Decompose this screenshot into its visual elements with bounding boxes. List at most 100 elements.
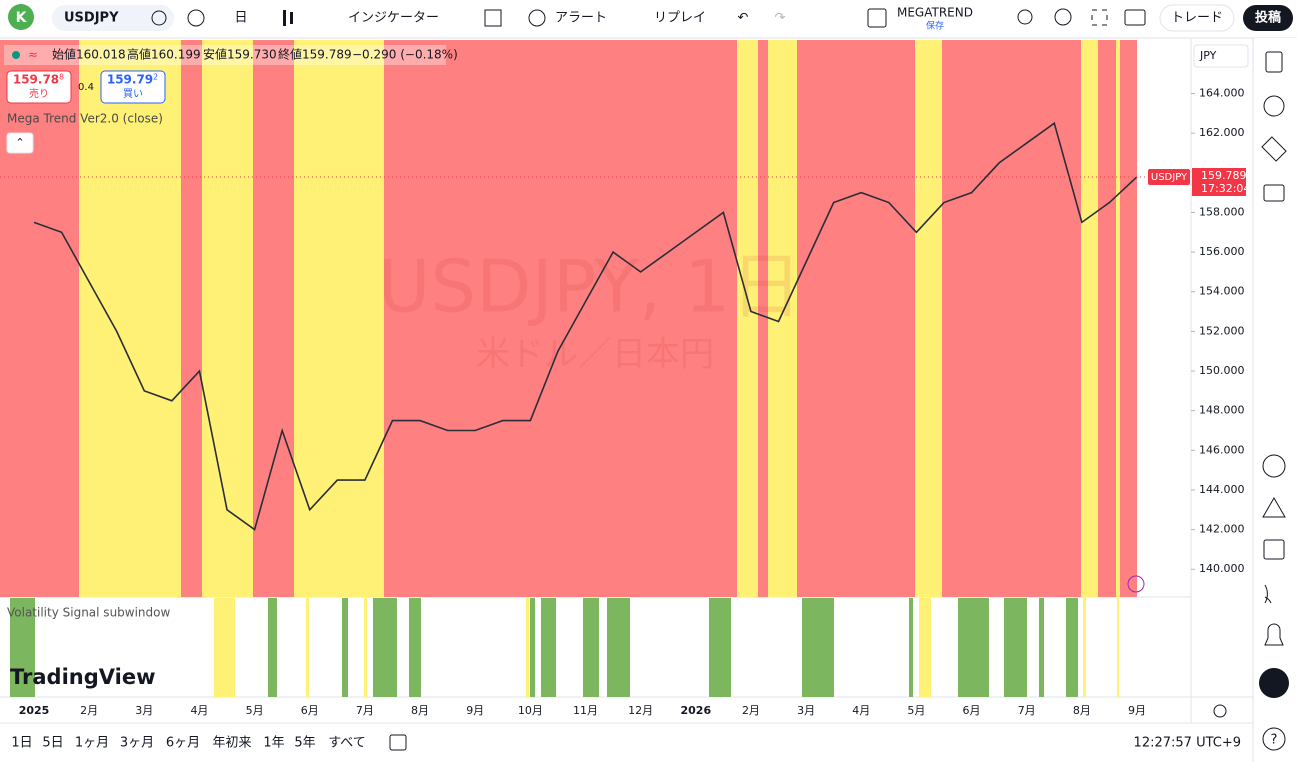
symbol: USDJPY — [64, 11, 119, 26]
x-tick-label: 4月 — [852, 704, 870, 717]
y-tick-label: 148.000 — [1199, 404, 1245, 417]
snapshot-icon[interactable] — [1124, 9, 1146, 26]
symbol-search[interactable] — [52, 5, 174, 31]
range-button[interactable]: すべて — [328, 736, 366, 751]
legend-icon: ≈ — [28, 48, 38, 62]
x-tick-label: 2月 — [80, 704, 98, 717]
layout-icon[interactable] — [867, 8, 887, 28]
fullscreen-icon[interactable] — [1091, 9, 1108, 26]
interval[interactable]: 日 — [234, 11, 247, 26]
sub-green — [541, 598, 556, 697]
watermark-title: USDJPY, 1日 — [378, 245, 802, 329]
band-yellow — [294, 40, 384, 597]
sub-yellow — [306, 598, 309, 697]
price-tag — [1192, 167, 1246, 196]
x-tick-label: 6月 — [301, 704, 319, 717]
subwindow-bars — [10, 598, 1119, 697]
right-sidebar — [1253, 38, 1297, 762]
sub-green — [583, 598, 599, 697]
alert[interactable]: アラート — [555, 11, 607, 26]
buy: 買い — [123, 88, 143, 100]
buy-price-sup: 2 — [153, 73, 158, 82]
alerts-icon[interactable] — [1263, 95, 1285, 117]
undo[interactable]: ↶ — [738, 11, 749, 26]
range-button[interactable]: 3ヶ月 — [120, 736, 154, 751]
x-tick-label: 6月 — [963, 704, 981, 717]
sell: 売り — [29, 87, 49, 100]
radar-icon[interactable] — [1262, 454, 1286, 478]
x-tick-label: 8月 — [411, 704, 429, 717]
x-tick-label: 12月 — [628, 704, 653, 717]
add-icon[interactable] — [187, 9, 205, 27]
x-tick-label: 4月 — [190, 704, 208, 717]
templates-icon[interactable] — [484, 9, 502, 27]
range-button[interactable]: 1年 — [263, 736, 284, 751]
sub-green — [958, 598, 989, 697]
currency-select[interactable] — [1193, 44, 1249, 68]
sub-green — [1066, 598, 1078, 697]
range-button[interactable]: 年初来 — [212, 736, 251, 751]
indicators[interactable]: インジケーター — [348, 11, 439, 26]
watermark-subtitle: 米ドル／日本円 — [476, 335, 714, 375]
x-tick-label: 7月 — [1018, 704, 1036, 717]
sell-button[interactable] — [6, 70, 72, 104]
y-tick-label: 150.000 — [1199, 364, 1245, 377]
x-tick-label: 3月 — [797, 704, 815, 717]
help-icon[interactable] — [1262, 727, 1286, 751]
layout-name[interactable]: MEGATREND — [897, 6, 973, 20]
watchlist-icon[interactable] — [1265, 51, 1283, 73]
alert-icon[interactable] — [528, 9, 546, 27]
sub-green — [1039, 598, 1044, 697]
band-yellow — [737, 40, 758, 597]
legend-high: 高値160.199 — [127, 47, 201, 62]
calendar-icon[interactable] — [1263, 539, 1285, 560]
chat-icon[interactable] — [1263, 184, 1285, 202]
symbol-tag-text: USDJPY — [1151, 172, 1188, 183]
sub-yellow — [919, 598, 931, 697]
clock[interactable]: 12:27:57 UTC+9 — [1134, 736, 1241, 751]
save[interactable]: 保存 — [926, 20, 944, 32]
sub-green — [1004, 598, 1027, 697]
settings-icon[interactable] — [1054, 8, 1072, 26]
redo[interactable]: ↷ — [775, 11, 787, 26]
market-status — [12, 51, 20, 59]
layers-icon[interactable] — [1261, 136, 1287, 162]
sell-price: 159.78 — [13, 73, 59, 87]
chart-type-icon[interactable] — [290, 12, 293, 24]
x-tick-label: 5月 — [907, 704, 925, 717]
range-button[interactable]: 1ヶ月 — [75, 736, 109, 751]
x-tick-label: 2月 — [742, 704, 760, 717]
more-apps[interactable] — [1259, 668, 1289, 698]
chart-type-icon[interactable] — [283, 10, 286, 26]
notifications-icon[interactable] — [1264, 623, 1284, 646]
buy-button[interactable] — [100, 70, 166, 104]
countdown: 17:32:04 — [1201, 182, 1250, 195]
search-icon[interactable] — [1017, 9, 1033, 25]
sub-green — [373, 598, 397, 697]
y-tick-label: 144.000 — [1199, 483, 1245, 496]
band-yellow — [768, 40, 797, 597]
goto-date-icon[interactable] — [389, 734, 407, 751]
range-button[interactable]: 6ヶ月 — [166, 736, 200, 751]
collapse-button[interactable] — [6, 132, 34, 154]
publish-button[interactable] — [1243, 5, 1293, 31]
x-tick-label: 2025 — [19, 704, 50, 717]
x-tick-label: 5月 — [246, 704, 264, 717]
range-button[interactable]: 5年 — [294, 736, 315, 751]
avatar[interactable] — [8, 4, 34, 30]
legend-change: −0.290 (−0.18%) — [352, 48, 458, 62]
feed-icon[interactable] — [1264, 584, 1272, 604]
range-button[interactable]: 1日 — [11, 736, 32, 751]
last-price: 159.789 — [1201, 169, 1247, 182]
compare-icon[interactable] — [151, 10, 167, 26]
axis-settings[interactable] — [1213, 704, 1227, 718]
range-button[interactable]: 5日 — [42, 736, 63, 751]
ideas-icon[interactable] — [1262, 497, 1286, 518]
legend-close: 終値159.789 — [278, 47, 352, 62]
currency: JPY — [1199, 49, 1217, 62]
lightning-icon[interactable] — [1127, 575, 1145, 593]
band-yellow — [915, 40, 942, 597]
trade-button[interactable] — [1159, 4, 1235, 32]
replay[interactable]: リプレイ — [654, 11, 706, 26]
